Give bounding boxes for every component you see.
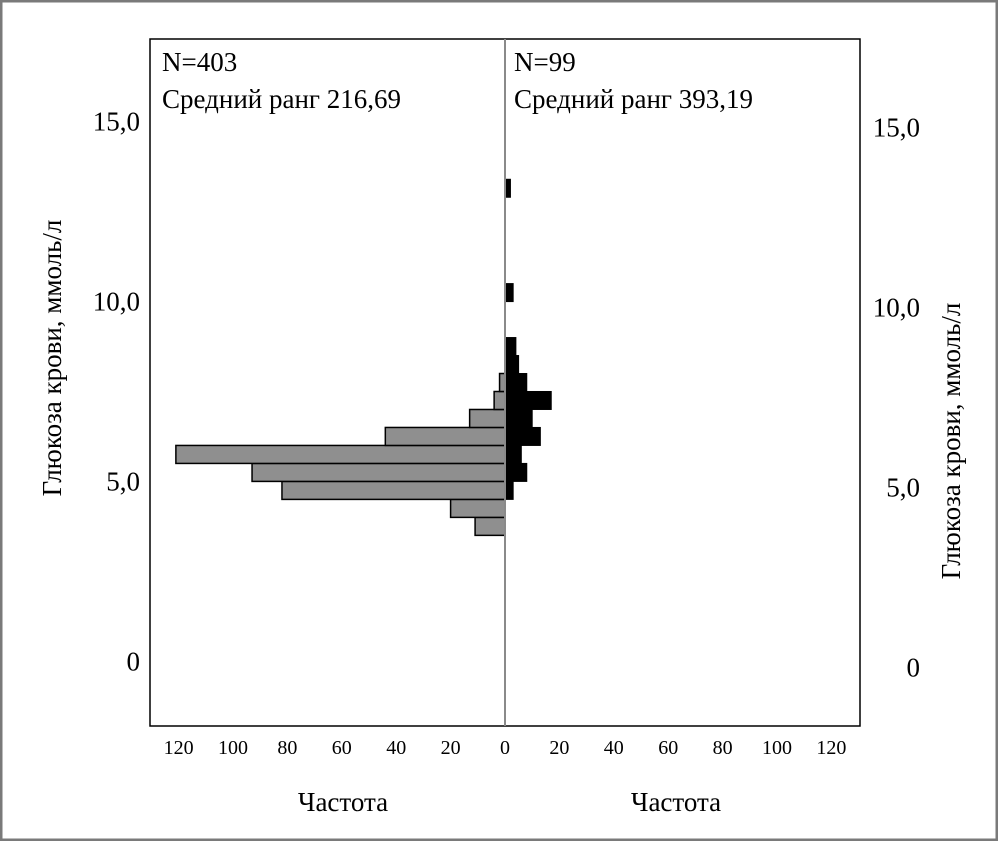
left-y-axis-title: Глюкоза крови, ммоль/л [37, 220, 67, 497]
right-x-tick-labels: 20 40 60 80 100 120 [549, 737, 846, 759]
right-bar-0 [504, 480, 514, 500]
left-bar-2 [281, 480, 506, 501]
left-y-tick-3: 15,0 [93, 107, 140, 137]
right-bar-2 [504, 444, 522, 464]
right-x-tick-1: 20 [549, 737, 569, 759]
left-x-axis-title: Частота [298, 787, 388, 817]
right-bar-8 [504, 337, 517, 357]
right-x-tick-2: 40 [604, 737, 624, 759]
right-y-tick-labels: 0 5,0 10,0 15,0 [873, 113, 920, 683]
left-bar-4 [175, 444, 506, 465]
right-bar-9 [504, 283, 514, 303]
right-bar-3 [504, 426, 541, 446]
right-bar-5 [504, 390, 552, 410]
right-x-tick-5: 100 [762, 737, 792, 759]
right-y-tick-0: 0 [907, 652, 921, 682]
left-y-tick-labels: 0 5,0 10,0 15,0 [93, 107, 140, 677]
left-y-tick-1: 5,0 [106, 466, 140, 496]
right-bar-1 [504, 462, 528, 482]
right-y-tick-3: 15,0 [873, 113, 920, 143]
left-bar-3 [251, 462, 506, 483]
left-x-tick-0: 120 [164, 737, 194, 759]
right-y-tick-2: 10,0 [873, 293, 920, 323]
left-x-tick-6: 0 [500, 737, 510, 759]
right-bar-4 [504, 408, 533, 428]
right-bar-7 [504, 355, 520, 375]
left-x-tick-1: 100 [218, 737, 248, 759]
left-y-tick-2: 10,0 [93, 287, 140, 317]
left-x-tick-5: 20 [441, 737, 461, 759]
left-bar-7 [493, 390, 506, 411]
right-x-tick-6: 120 [816, 737, 846, 759]
left-mean-rank-label: Средний ранг 216,69 [162, 84, 401, 114]
left-bar-5 [384, 426, 506, 447]
left-bar-1 [449, 498, 506, 519]
left-x-tick-labels: 120 100 80 60 40 20 0 [164, 737, 510, 759]
left-bar-6 [468, 408, 506, 429]
left-x-tick-2: 80 [277, 737, 297, 759]
right-bar-6 [504, 373, 528, 392]
left-n-label: N=403 [162, 47, 237, 77]
right-y-axis-title: Глюкоза крови, ммоль/л [936, 303, 966, 580]
left-x-tick-3: 60 [332, 737, 352, 759]
left-y-tick-0: 0 [127, 646, 141, 676]
left-x-tick-4: 40 [386, 737, 406, 759]
right-y-tick-1: 5,0 [886, 472, 920, 502]
right-x-tick-3: 60 [658, 737, 678, 759]
left-bar-0 [474, 516, 506, 537]
right-x-tick-4: 80 [713, 737, 733, 759]
right-bars [504, 178, 552, 500]
right-n-label: N=99 [514, 47, 576, 77]
right-x-axis-title: Частота [631, 787, 721, 817]
right-mean-rank-label: Средний ранг 393,19 [514, 84, 753, 114]
